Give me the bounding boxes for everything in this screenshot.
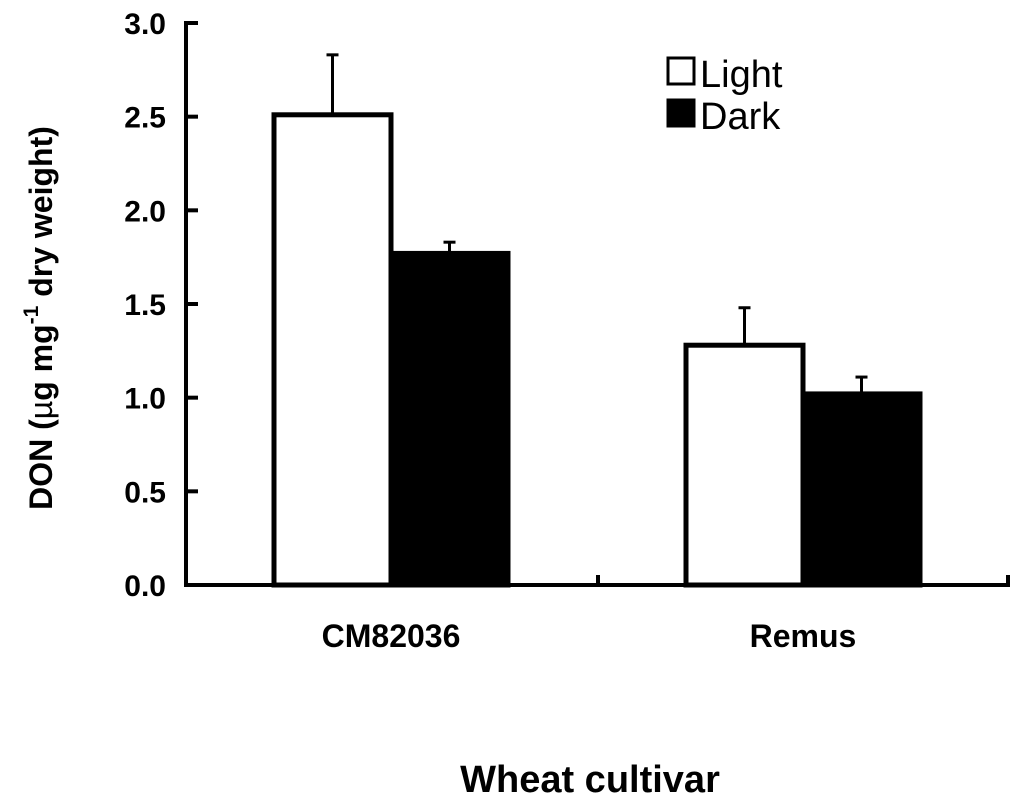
- y-tick-label: 1.5: [124, 289, 166, 322]
- x-axis-label: Wheat cultivar: [460, 759, 720, 801]
- y-tick-label: 2.5: [124, 102, 166, 135]
- category-label-remus: Remus: [750, 618, 857, 654]
- category-label-cm82036: CM82036: [322, 618, 461, 654]
- y-tick-label: 3.0: [124, 8, 166, 41]
- legend-label-light: Light: [700, 54, 783, 96]
- legend-label-dark: Dark: [700, 96, 781, 138]
- bars: [271, 112, 923, 588]
- bar-light-cm82036: [271, 112, 394, 588]
- y-axis-label-suffix: dry weight): [23, 126, 59, 306]
- y-tick-label: 0.0: [124, 570, 166, 603]
- y-axis-label-prefix: DON (: [23, 419, 59, 510]
- bar-dark-cm82036: [388, 250, 511, 588]
- legend-swatch-dark: [666, 98, 696, 128]
- error-bars: [326, 53, 868, 394]
- bar-dark-remus: [800, 391, 923, 588]
- category-labels: CM82036 Remus: [322, 618, 857, 654]
- bar-light-remus: [683, 342, 806, 588]
- y-tick-label: 1.0: [124, 383, 166, 416]
- y-axis-label-unit: g mg: [23, 324, 59, 400]
- legend-swatch-light: [666, 56, 696, 86]
- y-axis-label-mu: µ: [23, 401, 59, 419]
- y-tick-label: 0.5: [124, 476, 166, 509]
- y-tick-label: 2.0: [124, 195, 166, 228]
- y-axis-label-superscript: -1: [20, 305, 43, 324]
- y-axis-label: DON (µg mg-1 dry weight): [20, 126, 59, 510]
- y-ticks: 0.0 0.5 1.0 1.5 2.0 2.5 3.0: [124, 8, 198, 603]
